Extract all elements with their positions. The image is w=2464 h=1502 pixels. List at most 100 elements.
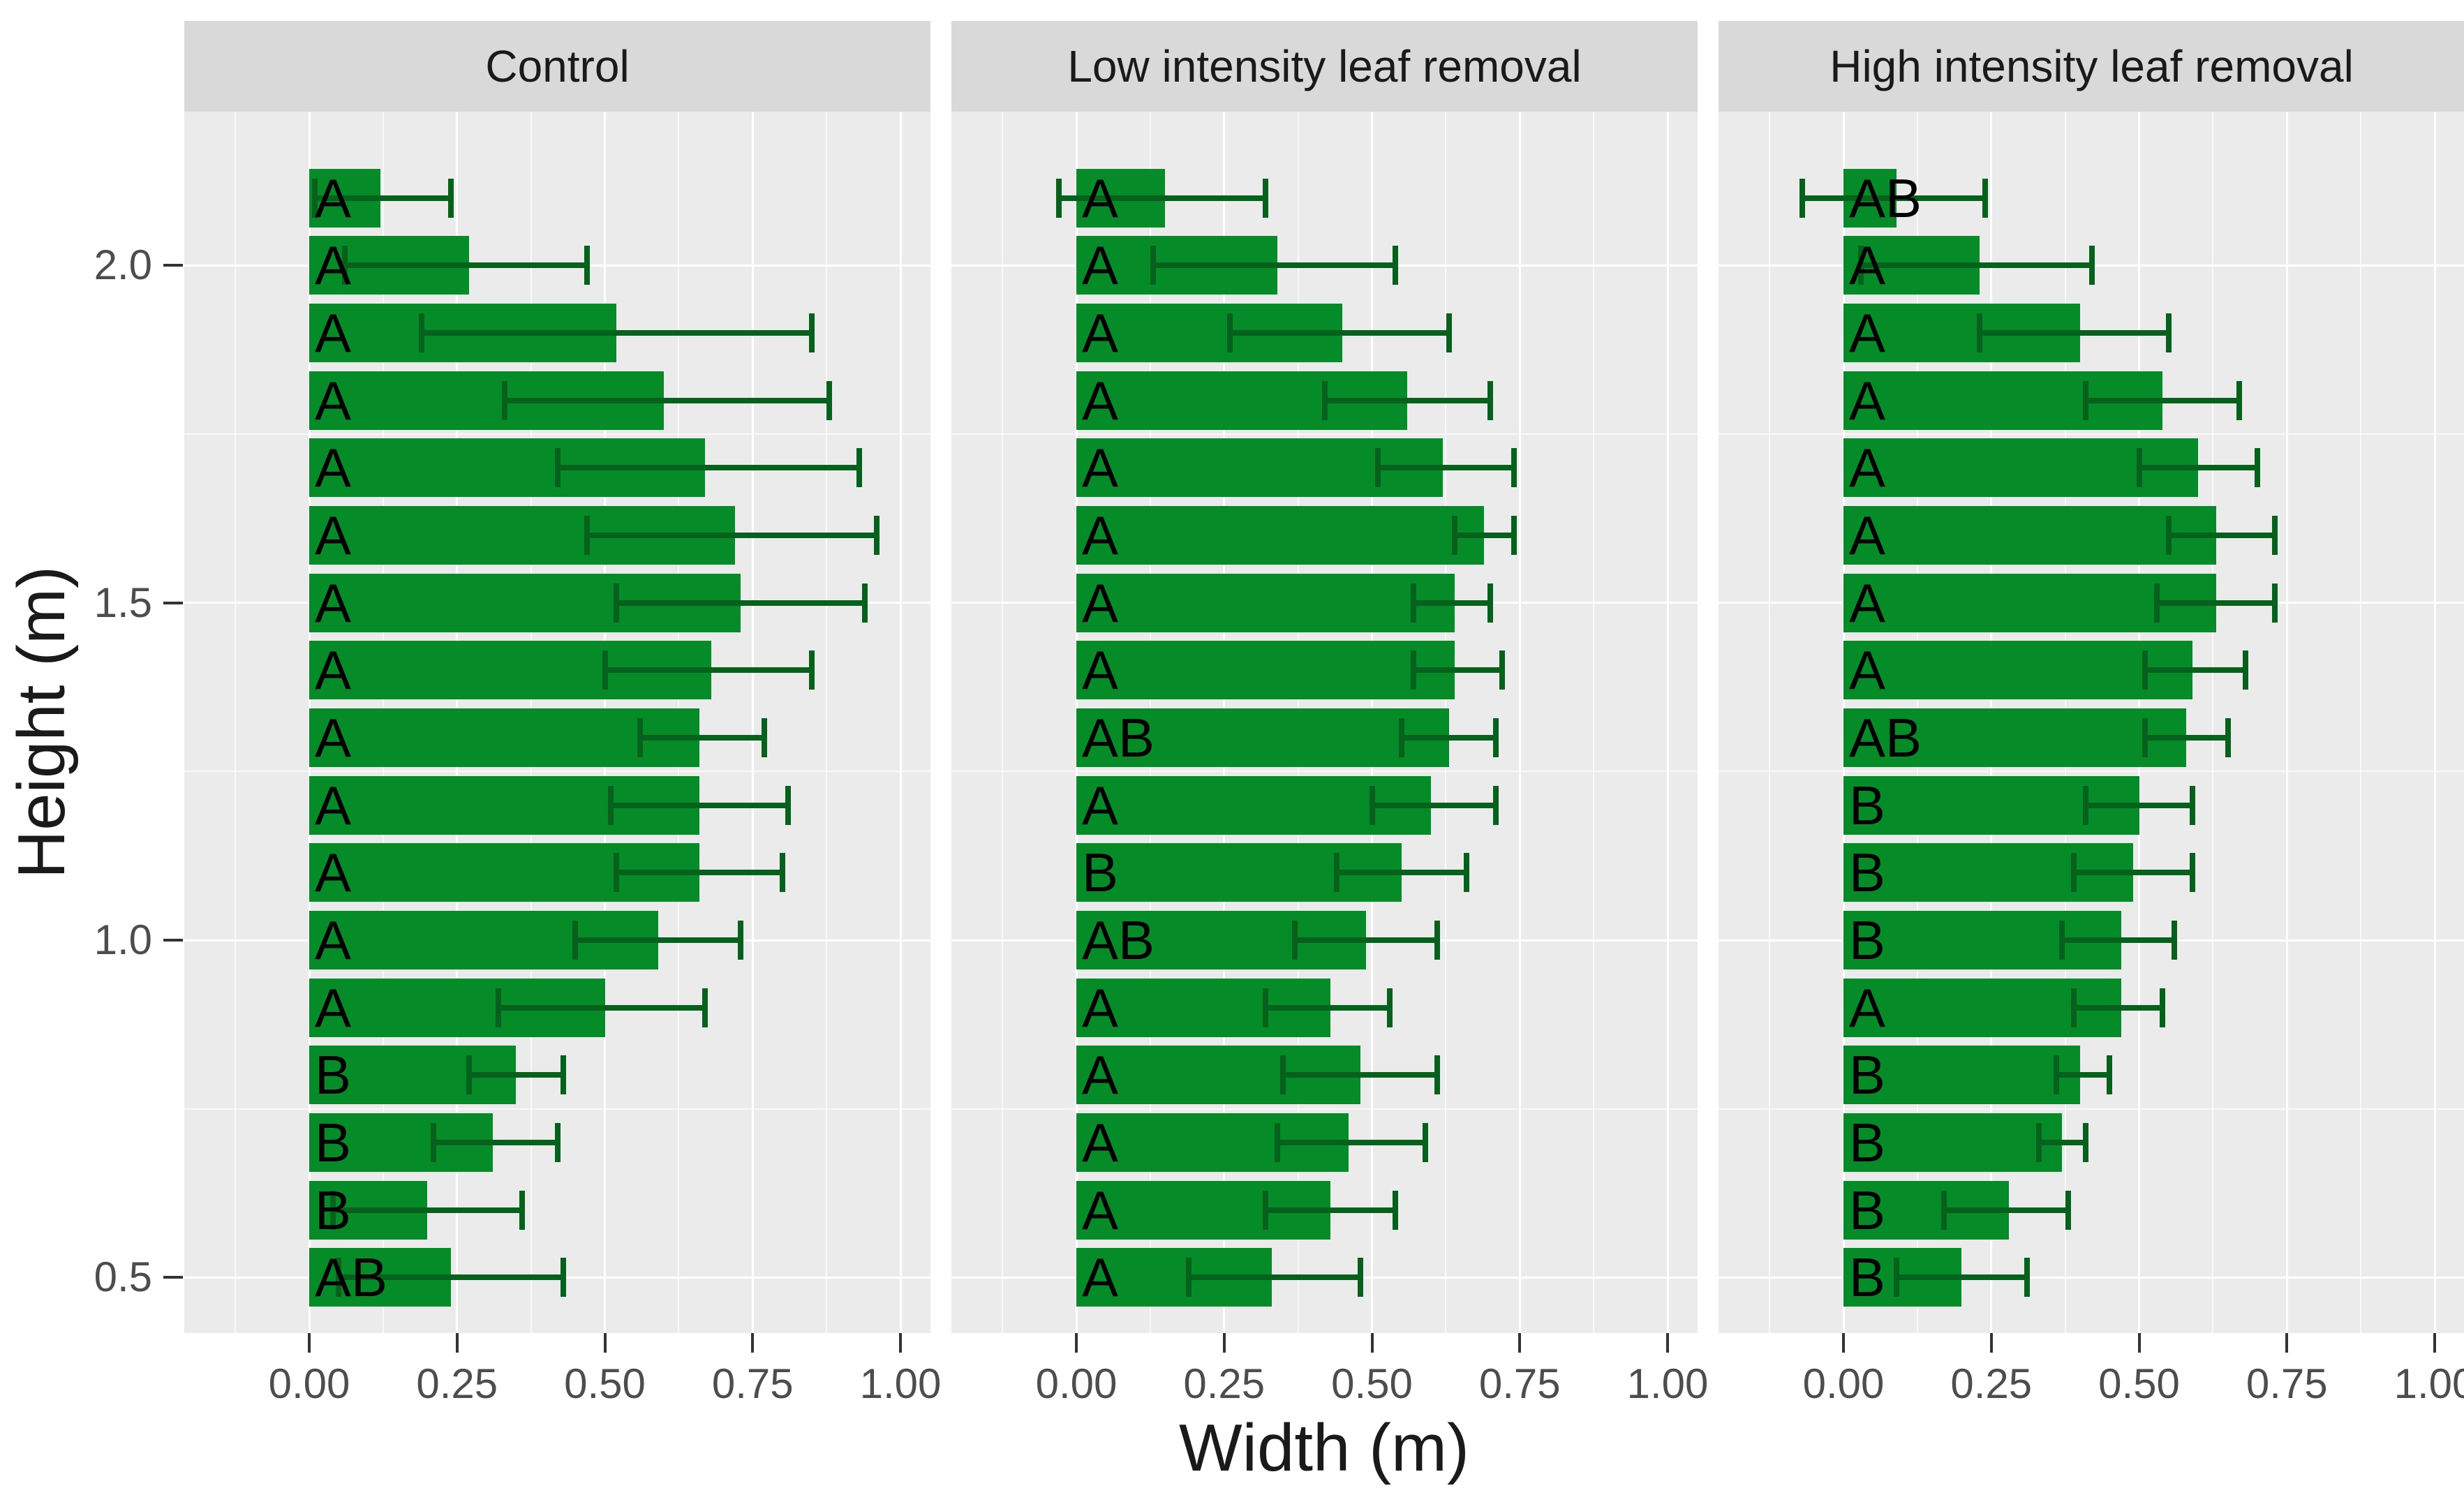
error-bar-cap-high <box>2242 650 2248 690</box>
error-bar-cap-low <box>1976 313 1982 353</box>
y-axis-tick-label: 1.5 <box>94 579 152 626</box>
significance-label: A <box>315 369 352 431</box>
facet-strip-low-intensity: Low intensity leaf removal <box>951 21 1698 112</box>
significance-label: AB <box>1849 167 1922 229</box>
error-bar-line <box>1861 262 2092 269</box>
error-bar-cap-low <box>584 516 591 556</box>
error-bar-cap-low <box>2136 448 2142 488</box>
error-bar-line <box>1188 1274 1360 1281</box>
error-bar-cap-high <box>856 448 862 488</box>
y-axis-tick-label: 0.5 <box>94 1254 152 1301</box>
y-minor-gridline <box>184 771 930 773</box>
error-bar-cap-low <box>1185 1258 1192 1297</box>
significance-label: B <box>1849 774 1886 836</box>
significance-label: AB <box>1082 707 1155 769</box>
error-bar-cap-low <box>607 785 614 825</box>
error-bar-line <box>2144 735 2228 741</box>
error-bar-line <box>1372 802 1497 808</box>
error-bar-cap-low <box>2142 650 2148 690</box>
significance-label: B <box>1082 842 1119 904</box>
y-axis-title-box: Height (m) <box>0 112 84 1333</box>
error-bar-cap-high <box>2236 380 2243 420</box>
x-axis-tick-mark <box>1370 1333 1374 1353</box>
error-bar-cap-low <box>341 246 348 285</box>
bar <box>1076 573 1455 632</box>
significance-label: A <box>1849 302 1886 364</box>
error-bar-cap-low <box>312 178 318 218</box>
error-bar-cap-low <box>1321 380 1328 420</box>
error-bar-cap-low <box>2035 1123 2042 1163</box>
error-bar-cap-low <box>637 718 644 758</box>
x-axis-tick-mark <box>1666 1333 1669 1353</box>
error-bar-line <box>2038 1140 2086 1146</box>
significance-label: A <box>1082 437 1119 499</box>
error-bar-line <box>575 937 741 944</box>
significance-label: A <box>1082 639 1119 701</box>
error-bar-line <box>2139 465 2257 471</box>
error-bar-cap-high <box>561 1258 567 1297</box>
bar <box>1076 641 1455 700</box>
error-bar-line <box>1277 1140 1425 1146</box>
bar <box>1076 708 1449 768</box>
error-bar-line <box>421 330 812 336</box>
bar <box>1843 506 2216 565</box>
x-axis-tick-mark <box>1222 1333 1226 1353</box>
facet-strip-control: Control <box>184 21 930 112</box>
x-axis-tick-mark <box>1075 1333 1078 1353</box>
error-bar-cap-low <box>1858 246 1864 285</box>
significance-label: A <box>315 976 352 1039</box>
bar <box>1843 641 2192 700</box>
error-bar-line <box>1455 533 1514 539</box>
y-axis-tick-mark <box>163 601 183 604</box>
error-bar-cap-low <box>430 1123 436 1163</box>
error-bar-cap-high <box>1434 1055 1440 1095</box>
significance-label: A <box>315 774 352 836</box>
error-bar-line <box>1266 1004 1390 1011</box>
error-bar-cap-low <box>2153 583 2160 623</box>
error-bar-cap-high <box>2189 785 2195 825</box>
error-bar-cap-high <box>1357 1258 1363 1297</box>
error-bar-cap-low <box>554 448 561 488</box>
significance-label: A <box>1082 369 1119 431</box>
x-major-gridline <box>1518 112 1521 1333</box>
x-axis-tick-mark <box>2285 1333 2289 1353</box>
significance-label: A <box>1849 437 1886 499</box>
significance-label: A <box>1082 1044 1119 1106</box>
error-bar-line <box>1266 1207 1396 1213</box>
error-bar-line <box>1979 330 2169 336</box>
error-bar-line <box>610 802 789 808</box>
x-axis-tick-label: 0.75 <box>1478 1360 1561 1407</box>
bar <box>309 708 700 768</box>
significance-label: A <box>315 302 352 364</box>
error-bar-cap-high <box>1487 583 1493 623</box>
error-bar-cap-low <box>1227 313 1233 353</box>
error-bar-cap-high <box>808 650 815 690</box>
facet-strip-label: High intensity leaf removal <box>1830 41 2354 91</box>
error-bar-cap-low <box>1292 921 1298 960</box>
significance-label: A <box>1082 235 1119 297</box>
error-bar-cap-low <box>496 988 502 1027</box>
error-bar-cap-high <box>584 246 591 285</box>
significance-label: B <box>1849 1112 1886 1174</box>
error-bar-cap-high <box>2088 246 2095 285</box>
error-bar-line <box>616 600 866 606</box>
error-bar-cap-high <box>448 178 454 218</box>
error-bar-line <box>1153 262 1396 269</box>
y-axis-tick-mark <box>163 939 183 942</box>
error-bar-line <box>1324 397 1490 403</box>
error-bar-line <box>1283 1072 1437 1078</box>
x-axis-tick-mark <box>1842 1333 1845 1353</box>
x-axis-tick-label: 0.75 <box>2246 1360 2328 1407</box>
x-axis-tick-label: 0.50 <box>1331 1360 1413 1407</box>
x-axis-title: Width (m) <box>1179 1411 1469 1485</box>
significance-label: A <box>1082 1112 1119 1174</box>
error-bar-cap-high <box>2254 448 2260 488</box>
error-bar-cap-low <box>501 380 507 420</box>
significance-label: A <box>315 167 352 229</box>
error-bar-cap-low <box>2083 380 2089 420</box>
x-minor-gridline <box>235 112 237 1333</box>
error-bar-cap-low <box>1055 178 1062 218</box>
error-bar-cap-low <box>1452 516 1458 556</box>
error-bar-line <box>1897 1274 2027 1281</box>
